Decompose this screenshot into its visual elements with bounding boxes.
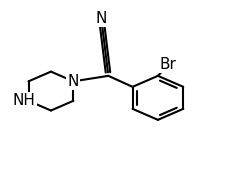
Text: NH: NH [12, 93, 35, 108]
Text: N: N [96, 11, 107, 26]
Text: Br: Br [159, 57, 176, 72]
Text: N: N [67, 74, 79, 89]
